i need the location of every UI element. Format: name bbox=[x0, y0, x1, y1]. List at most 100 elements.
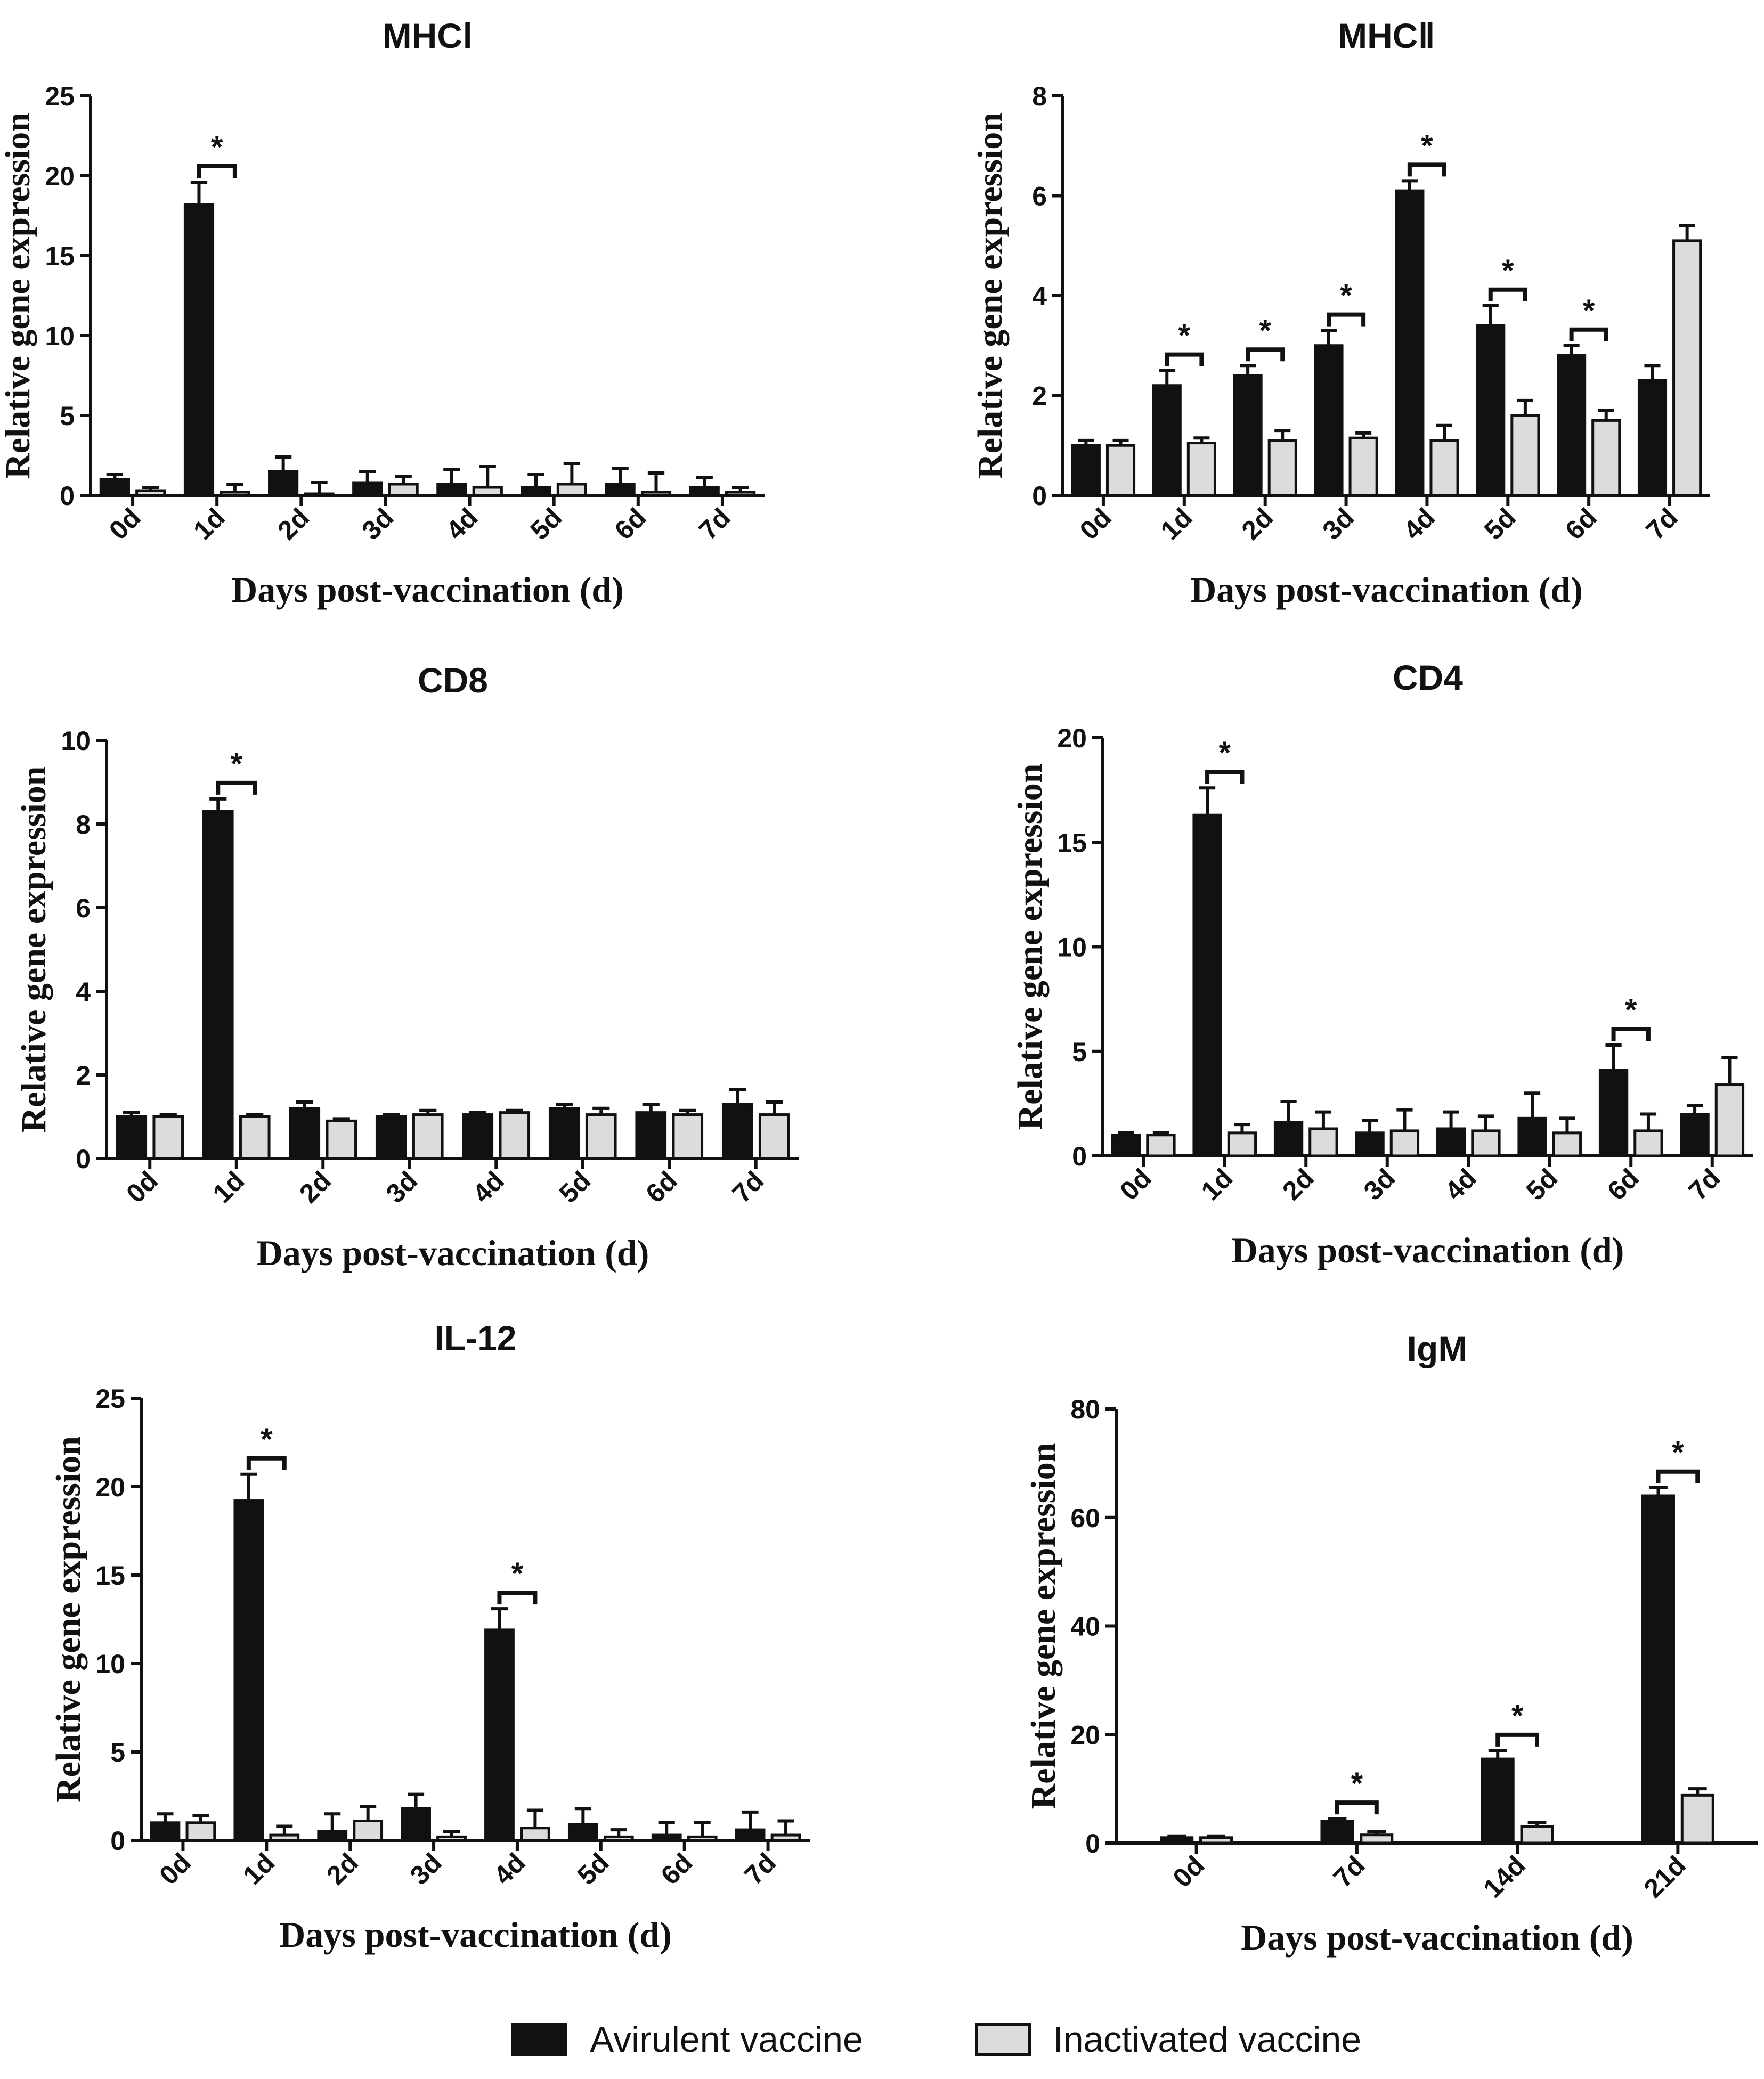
chart-3-x-tick-label: 2d bbox=[294, 1165, 337, 1209]
chart-2-bar-avirulent bbox=[1233, 374, 1263, 497]
chart-5-significance-bracket bbox=[497, 1591, 538, 1605]
chart-3-y-tick-label: 4 bbox=[76, 977, 91, 1007]
chart-1-bar-inactivated bbox=[472, 486, 503, 497]
chart-2-x-label: Days post-vaccination (d) bbox=[1190, 569, 1583, 610]
chart-4-significance-mark: * bbox=[1625, 993, 1637, 1028]
chart-2-x-tick-label: 2d bbox=[1236, 502, 1279, 545]
chart-5-bar-avirulent bbox=[233, 1499, 264, 1842]
chart-1-bar-avirulent bbox=[436, 483, 467, 497]
chart-5-x-tick-label: 2d bbox=[321, 1847, 364, 1890]
chart-5-x-tick-label: 0d bbox=[153, 1847, 197, 1890]
chart-2-significance-bracket bbox=[1569, 327, 1608, 341]
chart-5-x-tick-label: 1d bbox=[237, 1847, 280, 1890]
chart-6-significance-bracket bbox=[1335, 1800, 1379, 1815]
chart-3-bar-inactivated bbox=[585, 1113, 617, 1160]
chart-4-x-tick-label: 0d bbox=[1114, 1163, 1157, 1206]
chart-4-bar-avirulent bbox=[1355, 1131, 1385, 1157]
chart-4-x-label: Days post-vaccination (d) bbox=[1232, 1230, 1624, 1270]
chart-6-significance-mark: * bbox=[1672, 1436, 1684, 1470]
chart-3-y-tick-label: 2 bbox=[76, 1061, 91, 1090]
chart-5-bar-avirulent bbox=[150, 1821, 181, 1842]
chart-5-x-label: Days post-vaccination (d) bbox=[279, 1914, 672, 1955]
chart-2-significance-bracket bbox=[1488, 287, 1527, 301]
chart-2-bar-avirulent bbox=[1395, 189, 1425, 497]
chart-5-y-tick-label: 5 bbox=[110, 1738, 125, 1767]
chart-6-bar-inactivated bbox=[1199, 1836, 1233, 1845]
chart-1-x-tick-label: 7d bbox=[693, 502, 736, 545]
chart-1-significance-bracket bbox=[197, 164, 237, 178]
chart-3-x-tick-label: 3d bbox=[380, 1165, 424, 1209]
chart-6-bar-avirulent bbox=[1481, 1757, 1515, 1845]
chart-2-title: MHCⅡ bbox=[1338, 16, 1435, 55]
chart-4-bar-inactivated bbox=[1146, 1134, 1176, 1157]
chart-5-y-label: Relative gene expression bbox=[49, 1436, 88, 1803]
chart-2-significance-mark: * bbox=[1421, 128, 1433, 163]
chart-4-bar-avirulent bbox=[1111, 1134, 1141, 1157]
chart-4-bar-inactivated bbox=[1227, 1131, 1257, 1157]
chart-4-y-label: Relative gene expression bbox=[1011, 763, 1050, 1130]
chart-3-bar-inactivated bbox=[672, 1113, 704, 1160]
chart-5-bar-avirulent bbox=[567, 1823, 598, 1842]
chart-4-x-tick-label: 4d bbox=[1439, 1163, 1482, 1206]
chart-1-bar-avirulent bbox=[183, 203, 215, 497]
chart-4-y-tick-label: 15 bbox=[1057, 828, 1087, 858]
chart-3-x-tick-label: 4d bbox=[467, 1165, 510, 1209]
chart-5-bar-avirulent bbox=[651, 1833, 682, 1842]
chart-3-title: CD8 bbox=[418, 661, 488, 700]
chart-1-x-tick-label: 1d bbox=[188, 502, 231, 545]
chart-2-x-tick-label: 5d bbox=[1478, 502, 1522, 545]
chart-3-y-tick-label: 6 bbox=[76, 893, 91, 923]
chart-2-significance-mark: * bbox=[1178, 319, 1191, 353]
chart-6-y-tick-label: 40 bbox=[1070, 1612, 1100, 1642]
chart-3-bar-inactivated bbox=[499, 1111, 531, 1160]
chart-5-bar-inactivated bbox=[269, 1833, 300, 1842]
chart-2-x-tick-label: 1d bbox=[1155, 502, 1198, 545]
chart-2-significance-bracket bbox=[1246, 347, 1285, 362]
chart-6-significance-bracket bbox=[1656, 1469, 1700, 1483]
chart-5-y-tick-label: 10 bbox=[95, 1649, 125, 1679]
chart-2-bar-inactivated bbox=[1510, 414, 1540, 497]
legend-swatch-inactivated bbox=[974, 2023, 1031, 2056]
chart-2-x-tick-label: 4d bbox=[1397, 502, 1441, 545]
chart-4-significance-mark: * bbox=[1218, 736, 1231, 770]
chart-2-significance-bracket bbox=[1327, 312, 1366, 327]
chart-1-bar-inactivated bbox=[640, 491, 672, 497]
chart-4-bar-inactivated bbox=[1308, 1127, 1338, 1157]
chart-1-bar-avirulent bbox=[689, 486, 720, 497]
chart-5-bar-inactivated bbox=[770, 1833, 801, 1842]
chart-4-y-tick-label: 0 bbox=[1072, 1142, 1087, 1171]
chart-6-bar-avirulent bbox=[1641, 1494, 1675, 1845]
chart-5-bar-avirulent bbox=[317, 1830, 348, 1842]
chart-2-x-tick-label: 7d bbox=[1640, 502, 1684, 545]
chart-4-x-tick-label: 6d bbox=[1602, 1163, 1645, 1206]
chart-6-x-label: Days post-vaccination (d) bbox=[1241, 1917, 1633, 1958]
chart-2-bar-avirulent bbox=[1476, 324, 1506, 497]
chart-1-bar-inactivated bbox=[556, 483, 587, 497]
chart-4-y-tick-label: 20 bbox=[1057, 723, 1087, 753]
chart-6-x-tick-label: 7d bbox=[1328, 1850, 1371, 1893]
chart-5-y-tick-label: 15 bbox=[95, 1561, 125, 1591]
chart-5-bar-inactivated bbox=[687, 1835, 718, 1842]
chart-4-x-tick-label: 2d bbox=[1277, 1163, 1320, 1206]
chart-5-bar-avirulent bbox=[484, 1628, 515, 1842]
chart-5-x-tick-label: 7d bbox=[738, 1847, 782, 1890]
chart-4-x-tick-label: 3d bbox=[1358, 1163, 1401, 1206]
chart-1-y-label: Relative gene expression bbox=[0, 112, 37, 479]
chart-5-x-tick-label: 4d bbox=[488, 1847, 531, 1890]
chart-2-bar-inactivated bbox=[1348, 436, 1378, 497]
chart-3-x-tick-label: 7d bbox=[727, 1165, 770, 1209]
chart-4-x-tick-label: 7d bbox=[1683, 1163, 1726, 1206]
chart-1-bar-avirulent bbox=[268, 470, 299, 497]
chart-6-y-tick-label: 20 bbox=[1070, 1720, 1100, 1750]
chart-3-bar-inactivated bbox=[152, 1115, 184, 1160]
chart-1-x-tick-label: 4d bbox=[440, 502, 483, 545]
chart-5-significance-bracket bbox=[246, 1456, 287, 1470]
chart-4-y-tick-label: 10 bbox=[1057, 933, 1087, 963]
chart-2-bar-avirulent bbox=[1637, 379, 1668, 497]
chart-4-bar-avirulent bbox=[1273, 1121, 1304, 1157]
chart-4-bar-avirulent bbox=[1517, 1116, 1547, 1157]
chart-2-significance-mark: * bbox=[1583, 293, 1595, 328]
chart-4-bar-inactivated bbox=[1552, 1131, 1582, 1157]
chart-4-bar-inactivated bbox=[1714, 1083, 1745, 1157]
